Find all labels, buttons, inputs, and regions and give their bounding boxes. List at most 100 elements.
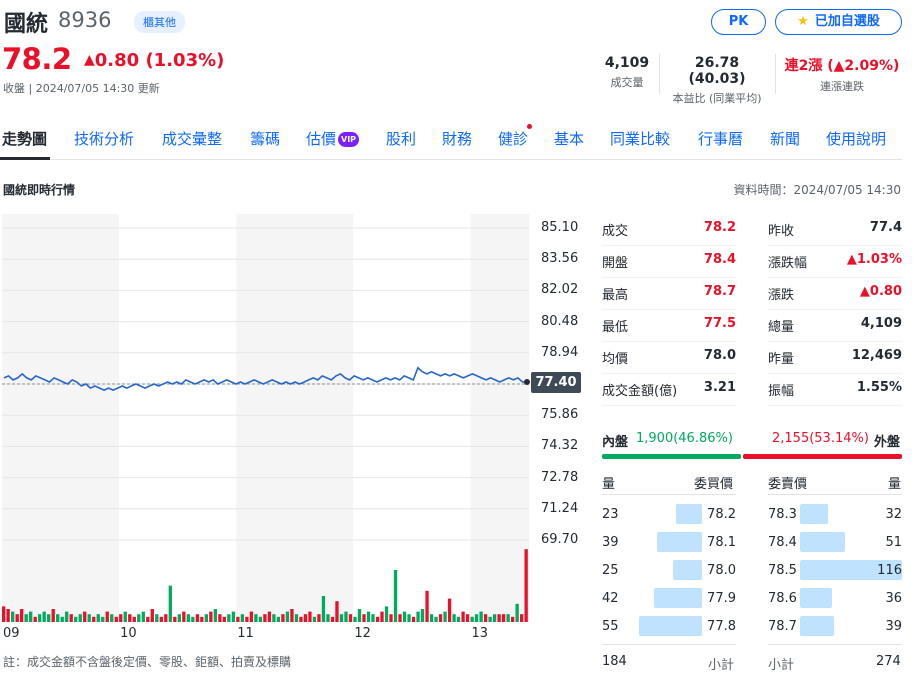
bid-price: 78.1 [707,535,736,550]
pk-button[interactable]: PK [711,9,766,35]
volume-bar [308,611,312,622]
quote-value: 78.4 [703,252,736,267]
volume-bar [276,616,281,622]
bid-price: 78.2 [707,507,736,522]
volume-bar [506,614,510,622]
notification-dot [527,124,532,129]
bid-qty: 23 [602,507,619,522]
volume-bar [380,611,384,622]
ask-row[interactable]: 78.5 116 [768,558,902,586]
volume-bar [348,614,353,622]
volume-bar [515,603,519,622]
ask-row[interactable]: 78.4 51 [768,530,902,558]
stat-volume: 4,109 成交量 [604,55,650,90]
volume-bar [195,614,199,622]
intraday-chart[interactable] [0,214,540,626]
volume-bar [119,614,123,622]
volume-bar [501,614,506,622]
x-tick-label: 13 [471,626,488,641]
price-change-value: 0.80 (1.03%) [94,50,225,71]
tab-dividend[interactable]: 股利 [386,130,417,148]
quote-value: 3.21 [703,380,736,395]
volume-bar [393,570,398,622]
tab-technical[interactable]: 技術分析 [74,130,135,148]
volume-bar [132,616,136,622]
volume-bar [362,614,366,622]
ask-row[interactable]: 78.6 36 [768,586,902,614]
volume-bar [240,614,245,622]
quote-label: 最低 [602,320,629,335]
tab-news[interactable]: 新聞 [770,130,801,148]
divider [602,644,736,645]
bid-qty: 42 [602,591,619,606]
bid-row[interactable]: 42 77.9 [602,586,736,614]
y-tick-label: 83.56 [541,251,579,267]
ask-depth-bar [800,560,902,580]
volume-bar [182,611,186,622]
tab-health[interactable]: 健診 [498,130,529,148]
volume-bar [294,614,299,622]
volume-bar [443,611,447,622]
bid-row[interactable]: 55 77.8 [602,614,736,642]
tab-valuation-label: 估價 [306,130,337,148]
bid-row[interactable]: 25 78.0 [602,558,736,586]
y-tick-label: 72.78 [541,469,579,485]
watchlist-button-label: 已加自選股 [814,14,880,29]
tab-chart[interactable]: 走勢圖 [2,130,48,148]
ask-row[interactable]: 78.3 32 [768,502,902,530]
volume-bar [330,616,335,622]
volume-bar [186,614,190,622]
quote-value: ▲1.03% [846,252,902,267]
volume-bar [47,614,51,622]
quote-label: 昨量 [768,352,795,367]
ask-price: 78.6 [768,591,797,606]
bid-depth-bar [657,532,702,552]
volume-bar [488,616,492,622]
ask-price: 78.7 [768,619,797,634]
x-tick-label: 11 [237,626,254,641]
tab-trades[interactable]: 成交彙整 [162,130,223,148]
volume-bar [438,614,443,622]
x-tick-label: 10 [120,626,137,641]
ask-qty-header: 量 [888,477,902,492]
tab-basic[interactable]: 基本 [554,130,585,148]
volume-bar [11,611,15,622]
volume-bar [303,614,308,622]
outer-value: 2,155(53.14%) [772,431,869,446]
divider [659,54,660,94]
bid-row[interactable]: 39 78.1 [602,530,736,558]
tab-chips[interactable]: 籌碼 [250,130,281,148]
volume-bar [114,616,118,622]
stat-streak-value: 連2漲 (▲2.09%) [784,58,900,74]
watchlist-button[interactable]: ★ 已加自選股 [775,9,902,35]
volume-bar [173,616,177,622]
volume-bar [209,611,213,622]
volume-bar [87,614,91,622]
bid-row[interactable]: 23 78.2 [602,502,736,530]
tab-help[interactable]: 使用說明 [826,130,887,148]
volume-bar [425,590,429,622]
quote-label: 成交金額(億) [602,384,678,399]
volume-bar [524,549,528,622]
market-badge[interactable]: 櫃其他 [134,11,185,33]
quote-label: 總量 [768,320,795,335]
quote-label: 振幅 [768,384,795,399]
y-tick-label: 75.86 [541,407,579,423]
tab-calendar[interactable]: 行事曆 [698,130,744,148]
tab-financials[interactable]: 財務 [442,130,473,148]
volume-bar [83,611,87,622]
tab-peer-compare[interactable]: 同業比較 [610,130,671,148]
quote-label: 最高 [602,288,629,303]
inner-ratio-bar [602,454,741,459]
tab-valuation[interactable]: 估價 VIP [306,128,360,149]
volume-bar [474,614,479,622]
quote-label: 成交 [602,224,629,239]
volume-bar [344,611,348,622]
ask-price-header: 委賣價 [768,477,808,492]
volume-bar [281,614,285,622]
quote-row: 成交金額(億) 3.21 [602,374,736,406]
quote-value: 4,109 [860,316,902,331]
volume-bar [353,616,357,622]
ask-qty: 51 [885,535,902,550]
ask-row[interactable]: 78.7 39 [768,614,902,642]
